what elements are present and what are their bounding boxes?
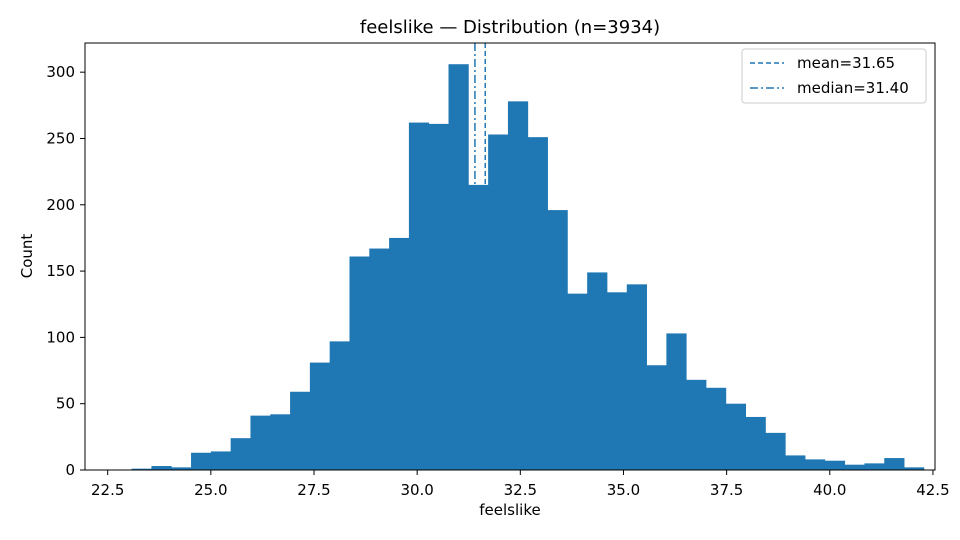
legend: mean=31.65 median=31.40	[741, 48, 927, 104]
histogram-bar	[547, 210, 568, 470]
histogram-bar	[785, 455, 806, 470]
histogram-bar	[686, 379, 707, 470]
histogram-bar	[428, 123, 449, 471]
histogram-bars	[131, 64, 925, 471]
histogram-bar	[250, 415, 271, 470]
histogram-bar	[824, 460, 846, 470]
histogram-bar	[309, 362, 331, 470]
y-axis-label: Count	[18, 234, 36, 279]
histogram-bar	[844, 464, 865, 470]
histogram-bar	[805, 459, 826, 470]
x-tick-label: 22.5	[91, 481, 124, 499]
histogram-bar	[567, 293, 588, 470]
x-tick-label: 35.0	[607, 481, 640, 499]
histogram-bar	[884, 458, 905, 470]
histogram-bar	[765, 432, 786, 470]
histogram-bar	[329, 341, 350, 470]
histogram-bar	[191, 452, 212, 470]
histogram-bar	[488, 134, 509, 470]
histogram-bar	[646, 365, 667, 470]
histogram-bar	[666, 333, 687, 470]
y-tick-label: 250	[46, 129, 75, 147]
histogram-bar	[210, 451, 232, 470]
histogram-bar	[587, 272, 608, 470]
x-tick-label: 30.0	[400, 481, 433, 499]
histogram-bar	[606, 292, 628, 470]
plot-frame	[84, 42, 936, 471]
x-tick-label: 42.5	[916, 481, 949, 499]
x-axis-label: feelslike	[479, 501, 540, 519]
histogram-bar	[527, 137, 548, 471]
histogram-bar	[725, 403, 747, 470]
histogram-bar	[448, 64, 469, 470]
y-axis-ticks: 0 50 100 150 200 250 300	[46, 63, 85, 479]
legend-median-label: median=31.40	[797, 79, 909, 97]
y-tick-label: 50	[56, 395, 75, 413]
legend-mean-label: mean=31.65	[797, 54, 895, 72]
histogram-bar	[230, 438, 251, 470]
histogram-bar	[171, 467, 192, 470]
histogram-bar	[270, 414, 291, 470]
histogram-bar	[507, 101, 529, 470]
histogram-bar	[290, 391, 311, 470]
x-axis-ticks: 22.5 25.0 27.5 30.0 32.5 35.0 37.5 40.0 42.5	[91, 470, 950, 499]
histogram-bar	[151, 466, 172, 470]
x-tick-label: 40.0	[813, 481, 846, 499]
x-tick-label: 27.5	[297, 481, 330, 499]
x-tick-label: 32.5	[504, 481, 537, 499]
y-tick-label: 0	[65, 461, 75, 479]
y-tick-label: 150	[46, 262, 75, 280]
legend-box	[741, 48, 927, 104]
histogram-bar	[864, 463, 885, 470]
histogram-bar	[408, 122, 430, 470]
chart-title: feelslike — Distribution (n=3934)	[360, 17, 660, 38]
x-tick-label: 37.5	[710, 481, 743, 499]
histogram-bar	[389, 237, 410, 470]
histogram-bar	[626, 284, 647, 470]
y-tick-label: 200	[46, 196, 75, 214]
histogram-bar	[349, 256, 370, 470]
reference-lines	[474, 43, 486, 470]
y-tick-label: 100	[46, 328, 75, 346]
histogram-bar	[745, 416, 766, 470]
histogram-bar	[904, 467, 925, 470]
histogram-bar	[369, 248, 390, 470]
histogram-bar	[131, 468, 152, 470]
y-tick-label: 300	[46, 63, 75, 81]
histogram-bar	[468, 184, 489, 471]
histogram-bar	[705, 387, 727, 470]
x-tick-label: 25.0	[194, 481, 227, 499]
